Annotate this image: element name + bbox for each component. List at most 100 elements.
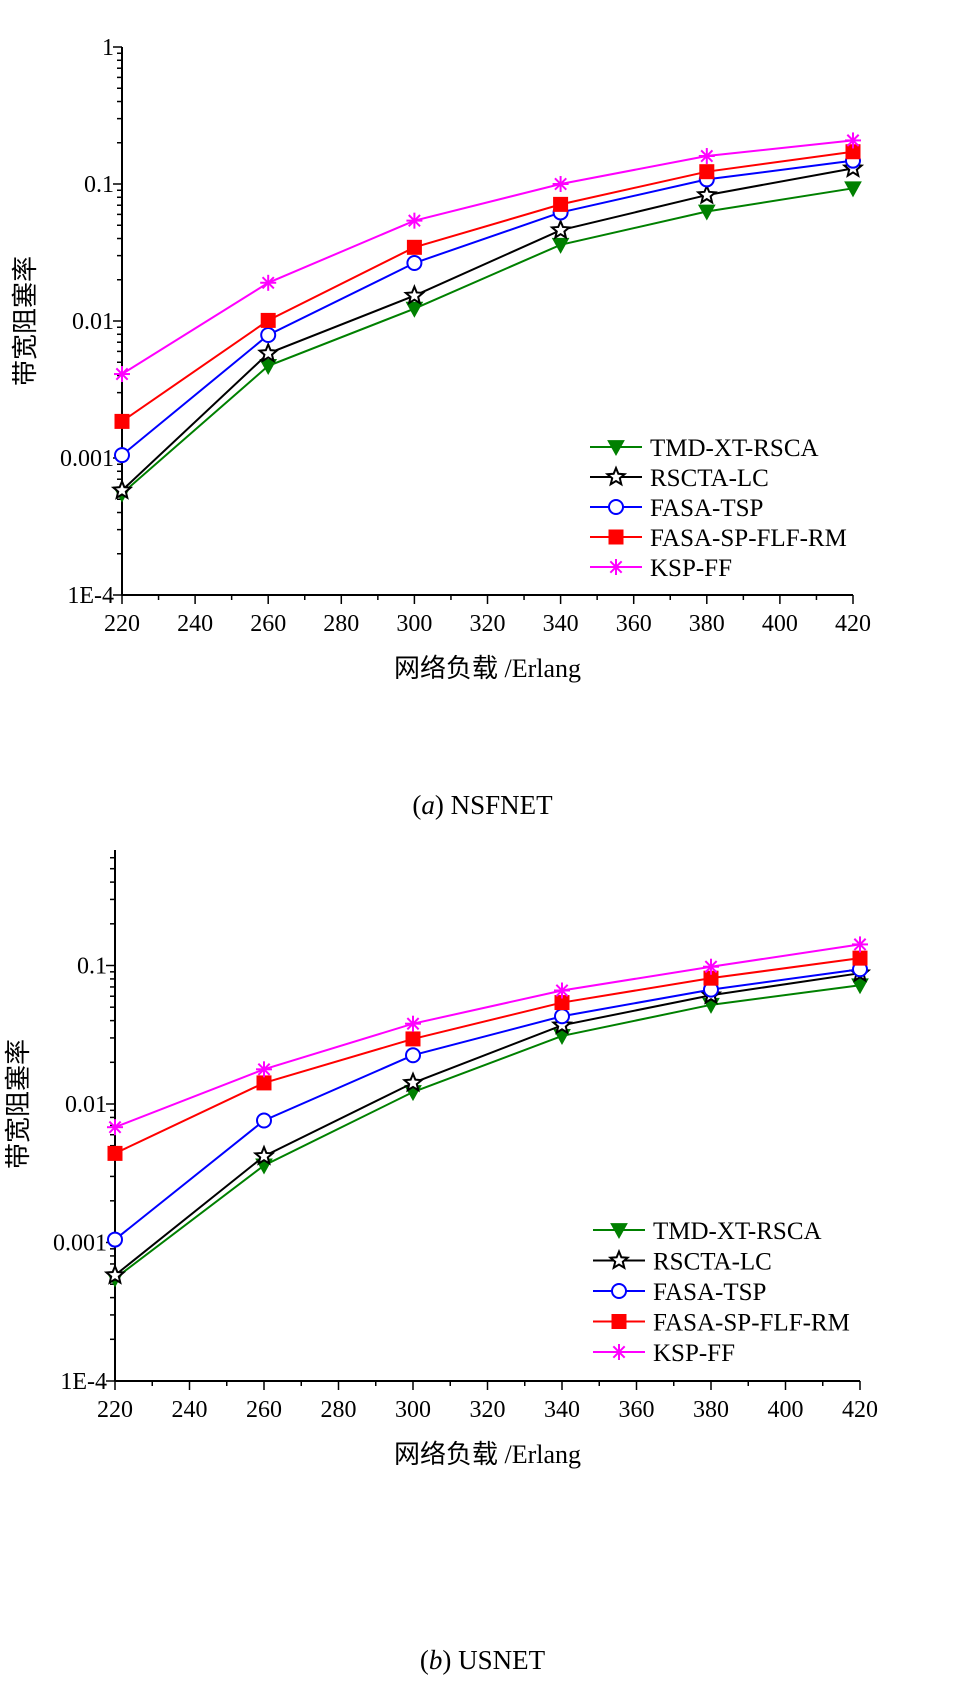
chart-a-point-tmd-xt-rsca: [259, 359, 278, 375]
chart-a-legend-label-rscta-lc: RSCTA-LC: [650, 465, 769, 492]
chart-b-x-tick-label: 220: [97, 1397, 133, 1423]
chart-a-y-axis-title: 带宽阻塞率: [11, 256, 40, 386]
chart-b-point-fasa-sp-flf-rm: [256, 1075, 272, 1091]
chart-a-x-tick-label: 340: [543, 611, 579, 637]
chart-panel-a: 220 240 260 280 300 320 340 360 380 400 420 1E-4 0.0…: [0, 0, 965, 830]
caption-b: (b) USNET: [419, 1645, 546, 1675]
chart-b-x-tick-label: 260: [246, 1397, 282, 1423]
chart-b-legend-label-rscta-lc: RSCTA-LC: [653, 1249, 772, 1276]
chart-a-x-tick-label: 360: [616, 611, 652, 637]
chart-a-y-tick-label: 0.001: [60, 446, 114, 472]
chart-a-y-tick-label: 1E-4: [67, 583, 114, 609]
chart-b-y-tick-label: 0.001: [53, 1231, 107, 1257]
chart-panel-b: 220 240 260 280 300 320 340 360 380 400 420 1E-4 0.0…: [0, 850, 965, 1699]
chart-a-legend-marker-fasa-sp-flf-rm: [608, 529, 624, 545]
chart-a-point-fasa-sp-flf-rm: [406, 239, 422, 255]
chart-a-point-rscta-lc: [403, 284, 426, 306]
chart-b-legend-marker-fasa-tsp: [611, 1283, 627, 1299]
chart-a-point-fasa-sp-flf-rm: [699, 164, 715, 180]
chart-b-point-ksp-ff: [703, 958, 719, 975]
chart-a-legend-marker-rscta-lc: [604, 465, 628, 487]
caption-a-letter: a: [421, 790, 435, 820]
chart-b-x-axis-title: 网络负载 /Erlang: [394, 1440, 581, 1469]
chart-a-x-tick-label: 300: [396, 611, 432, 637]
chart-b-point-fasa-tsp: [107, 1231, 123, 1248]
chart-a-x-tick-label: 380: [689, 611, 725, 637]
chart-b-point-ksp-ff: [107, 1119, 123, 1136]
chart-b-point-fasa-sp-flf-rm: [405, 1031, 421, 1047]
chart-b-x-tick-label: 400: [768, 1397, 804, 1423]
chart-a-point-fasa-tsp: [114, 447, 130, 464]
chart-a: 220 240 260 280 300 320 340 360 380 400 420 1E-4 0.0…: [11, 35, 871, 683]
chart-a-y-tick-label: 0.1: [84, 172, 114, 198]
chart-a-point-fasa-sp-flf-rm: [553, 196, 569, 212]
chart-b-x-tick-label: 240: [172, 1397, 208, 1423]
chart-b-x-tick-label: 280: [321, 1397, 357, 1423]
chart-a-point-fasa-sp-flf-rm: [114, 413, 130, 429]
chart-a-legend-label-fasa-tsp: FASA-TSP: [650, 495, 763, 522]
chart-a-point-fasa-tsp: [260, 327, 277, 344]
chart-b-series-line-tmd-xt-rsca: [114, 984, 861, 1280]
chart-b-point-fasa-tsp: [405, 1047, 421, 1064]
chart-a-series-line-rscta-lc: [121, 167, 854, 492]
chart-a-x-tick-label: 260: [250, 611, 286, 637]
chart-a-legend-marker-tmd-xt-rsca: [607, 440, 625, 457]
chart-b-x-tick-label: 360: [619, 1397, 655, 1423]
chart-a-point-rscta-lc: [257, 341, 280, 363]
chart-b-point-rscta-lc: [550, 1013, 574, 1035]
chart-b-x-tick-label: 340: [544, 1397, 580, 1423]
chart-a-point-ksp-ff: [552, 176, 569, 192]
caption-a-text: NSFNET: [450, 790, 553, 820]
chart-a-y-tick-label: 0.01: [72, 309, 114, 335]
chart-b-legend-label-ksp-ff: KSP-FF: [653, 1340, 735, 1367]
chart-a-point-rscta-lc: [110, 478, 134, 500]
chart-b-point-fasa-sp-flf-rm: [852, 950, 868, 966]
chart-b-point-rscta-lc: [252, 1144, 276, 1166]
chart-a-x-tick-label: 280: [323, 611, 359, 637]
chart-b-y-axis-title: 带宽阻塞率: [4, 1039, 33, 1169]
chart-b-x-tick-label: 380: [693, 1397, 729, 1423]
chart-a-series-line-fasa-tsp: [121, 159, 854, 456]
chart-b-point-ksp-ff: [256, 1061, 272, 1078]
chart-a-point-ksp-ff: [845, 132, 861, 149]
caption-b-text: USNET: [458, 1645, 546, 1675]
chart-a-legend-marker-ksp-ff: [608, 559, 624, 575]
chart-b-series-line-ksp-ff: [114, 943, 861, 1129]
chart-a-point-fasa-sp-flf-rm: [260, 312, 276, 328]
chart-b-point-ksp-ff: [554, 982, 570, 999]
chart-a-legend-marker-fasa-tsp: [608, 499, 624, 515]
chart-b-series-line-rscta-lc: [114, 972, 861, 1277]
chart-a-point-ksp-ff: [698, 148, 715, 165]
chart-b-legend-marker-ksp-ff: [611, 1344, 627, 1360]
chart-b-point-rscta-lc: [401, 1071, 425, 1093]
chart-a-point-ksp-ff: [114, 366, 130, 383]
chart-a-point-rscta-lc: [549, 218, 572, 240]
chart-a-x-tick-label: 240: [177, 611, 213, 637]
chart-b-point-tmd-xt-rsca: [851, 978, 869, 995]
chart-a-x-tick-label: 220: [104, 611, 140, 637]
chart-b-x-tick-label: 420: [842, 1397, 878, 1423]
chart-b-point-fasa-tsp: [256, 1112, 272, 1129]
chart-a-y-tick-label: 1: [102, 35, 114, 61]
chart-a-x-axis-title: 网络负载 /Erlang: [394, 654, 581, 683]
chart-a-point-tmd-xt-rsca: [405, 301, 424, 318]
chart-a-x-tick-label: 400: [762, 611, 798, 637]
chart-b-legend-label-tmd-xt-rsca: TMD-XT-RSCA: [653, 1218, 822, 1245]
chart-b-point-ksp-ff: [852, 936, 868, 953]
chart-b-point-ksp-ff: [405, 1015, 421, 1032]
chart-b-x-tick-label: 300: [395, 1397, 431, 1423]
chart-a-legend-label-tmd-xt-rsca: TMD-XT-RSCA: [650, 435, 819, 462]
chart-a-legend-label-fasa-sp-flf-rm: FASA-SP-FLF-RM: [650, 525, 847, 552]
chart-b-y-tick-label: 0.01: [65, 1092, 107, 1118]
chart-a-series-line-fasa-sp-flf-rm: [121, 150, 854, 423]
chart-a-point-rscta-lc: [695, 183, 718, 205]
chart-a-point-tmd-xt-rsca: [697, 204, 716, 221]
chart-a-point-tmd-xt-rsca: [844, 181, 862, 198]
chart-b-series-line-fasa-tsp: [114, 968, 861, 1241]
chart-b-point-fasa-sp-flf-rm: [107, 1145, 123, 1161]
chart-b-point-fasa-tsp: [554, 1008, 570, 1025]
chart-b-legend-label-fasa-tsp: FASA-TSP: [653, 1279, 766, 1306]
chart-b-legend-marker-rscta-lc: [607, 1248, 631, 1270]
chart-b: 220 240 260 280 300 320 340 360 380 400 420 1E-4 0.0…: [4, 850, 878, 1469]
chart-a-point-tmd-xt-rsca: [551, 237, 570, 254]
